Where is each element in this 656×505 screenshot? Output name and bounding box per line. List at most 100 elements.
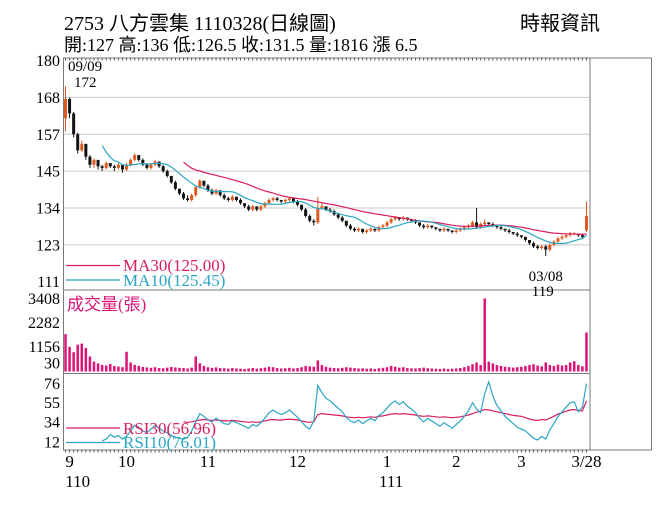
volume-bar bbox=[467, 365, 470, 372]
volume-bar bbox=[153, 367, 157, 372]
ma30-legend-label: MA30(125.00) bbox=[123, 256, 225, 275]
year-label: 110 bbox=[65, 472, 90, 491]
volume-bar bbox=[353, 368, 356, 372]
volume-bar bbox=[573, 361, 576, 372]
candle-body bbox=[202, 180, 206, 186]
candle-body bbox=[190, 195, 194, 200]
candle-body bbox=[259, 206, 263, 210]
candle-body bbox=[165, 171, 169, 176]
volume-bar bbox=[84, 347, 88, 372]
candle-body bbox=[536, 246, 540, 249]
volume-bar bbox=[487, 361, 491, 372]
candle-body bbox=[487, 222, 491, 224]
volume-bar bbox=[507, 367, 511, 372]
volume-bar bbox=[68, 346, 71, 372]
candle-body bbox=[515, 233, 519, 236]
candle-body bbox=[145, 164, 149, 168]
candle-body bbox=[418, 222, 422, 226]
candle-body bbox=[129, 159, 133, 165]
candle-body bbox=[291, 198, 295, 202]
volume-bar bbox=[528, 365, 531, 372]
candle-body bbox=[149, 164, 153, 168]
candle-body bbox=[88, 156, 92, 165]
candle-body bbox=[125, 164, 129, 170]
candle-body bbox=[173, 182, 177, 189]
candle-body bbox=[198, 180, 202, 188]
volume-bar bbox=[560, 365, 564, 372]
volume-bar bbox=[170, 366, 173, 372]
candle-body bbox=[503, 228, 507, 231]
volume-bar bbox=[532, 364, 535, 372]
volume-bar bbox=[479, 365, 482, 372]
candle-body bbox=[263, 203, 267, 207]
volume-bar bbox=[145, 367, 149, 372]
volume-bar bbox=[198, 363, 202, 372]
candle-body bbox=[434, 227, 438, 229]
candle-body bbox=[369, 228, 373, 231]
volume-bar bbox=[76, 344, 79, 372]
volume-bar bbox=[166, 367, 169, 372]
month-label: 1 bbox=[383, 452, 392, 471]
candle-body bbox=[210, 190, 214, 194]
volume-bar bbox=[178, 367, 181, 372]
candle-body bbox=[304, 209, 308, 216]
volume-bar bbox=[577, 365, 580, 372]
month-label: 3/28 bbox=[571, 452, 601, 471]
volume-bar bbox=[361, 368, 364, 372]
volume-bar bbox=[292, 368, 295, 372]
volume-bar bbox=[109, 363, 112, 372]
candle-body bbox=[104, 163, 108, 168]
price-tick-label: 134 bbox=[36, 200, 60, 217]
volume-bar bbox=[80, 343, 84, 372]
candle-body bbox=[365, 230, 369, 232]
volume-bar bbox=[548, 365, 552, 372]
volume-bar bbox=[92, 361, 96, 372]
candle-body bbox=[389, 219, 393, 223]
volume-bar bbox=[499, 365, 503, 372]
annotation-low-value: 119 bbox=[532, 284, 554, 300]
volume-bar bbox=[271, 367, 275, 372]
candle-body bbox=[357, 228, 361, 231]
volume-bar bbox=[516, 367, 519, 372]
volume-bar bbox=[117, 366, 120, 372]
candle-body bbox=[344, 220, 348, 226]
volume-bar bbox=[430, 368, 434, 372]
candle-body bbox=[218, 190, 222, 196]
candle-body bbox=[283, 199, 287, 202]
volume-bar bbox=[357, 368, 360, 372]
candle-body bbox=[483, 222, 487, 224]
candle-body bbox=[92, 159, 96, 165]
candle-body bbox=[564, 235, 568, 237]
candle-body bbox=[361, 228, 365, 232]
volume-bar bbox=[312, 366, 316, 372]
candle-body bbox=[454, 230, 458, 232]
volume-bar bbox=[247, 368, 250, 372]
volume-bar bbox=[174, 367, 177, 372]
candle-body bbox=[230, 196, 234, 200]
candle-body bbox=[324, 206, 328, 210]
volume-bar bbox=[410, 368, 413, 372]
volume-bar bbox=[222, 368, 226, 372]
candle-body bbox=[120, 164, 124, 170]
volume-bar bbox=[227, 368, 230, 372]
volume-bar bbox=[341, 367, 344, 372]
volume-bar bbox=[483, 298, 486, 372]
volume-bar bbox=[149, 367, 153, 372]
candle-body bbox=[348, 225, 352, 229]
candle-body bbox=[80, 143, 84, 151]
rsi30-legend-label: RSI30(56.96) bbox=[123, 419, 216, 438]
volume-bar bbox=[186, 368, 189, 372]
candle-body bbox=[295, 201, 299, 205]
ma30-line bbox=[183, 161, 587, 236]
candle-body bbox=[234, 196, 238, 200]
volume-bar bbox=[471, 364, 474, 372]
candle-body bbox=[320, 206, 324, 208]
candle-body bbox=[182, 193, 186, 199]
year-label: 111 bbox=[379, 472, 403, 491]
volume-bar bbox=[568, 362, 572, 372]
volume-bar bbox=[304, 365, 307, 372]
volume-bar bbox=[454, 368, 458, 372]
candle-body bbox=[300, 204, 304, 210]
volume-bar bbox=[121, 367, 124, 372]
